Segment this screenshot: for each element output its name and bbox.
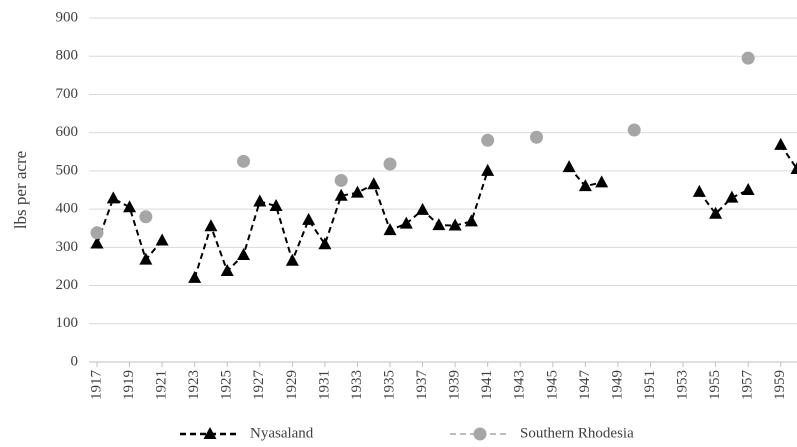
y-tick-label: 500: [56, 162, 79, 178]
y-tick-label: 600: [56, 124, 79, 140]
x-tick-label: 1955: [707, 370, 723, 400]
y-tick-label: 100: [56, 315, 79, 331]
marker: [383, 223, 397, 236]
marker: [269, 199, 283, 212]
marker: [432, 218, 446, 231]
y-tick-label: 0: [71, 353, 79, 369]
marker: [562, 160, 576, 173]
x-tick-label: 1931: [316, 370, 332, 400]
x-tick-label: 1951: [642, 370, 658, 400]
x-tick-label: 1945: [544, 370, 560, 400]
x-tick-label: 1959: [772, 370, 788, 400]
marker: [237, 247, 251, 260]
x-tick-label: 1943: [512, 370, 528, 400]
marker: [595, 175, 609, 188]
marker: [188, 270, 202, 283]
marker: [204, 219, 218, 232]
marker: [285, 253, 299, 266]
marker: [139, 210, 153, 224]
marker: [464, 214, 478, 227]
x-tick-label: 1917: [88, 370, 104, 401]
y-tick-label: 400: [56, 201, 79, 217]
marker: [334, 173, 348, 187]
y-axis-label: lbs per acre: [11, 151, 30, 229]
marker: [220, 264, 234, 277]
y-tick-label: 700: [56, 86, 79, 102]
marker: [302, 212, 316, 225]
marker: [203, 427, 217, 439]
marker: [741, 51, 755, 65]
x-tick-label: 1921: [154, 370, 170, 400]
x-tick-label: 1953: [674, 370, 690, 400]
marker: [139, 252, 153, 265]
marker: [237, 154, 251, 168]
marker: [90, 226, 104, 240]
marker: [106, 191, 120, 204]
marker: [741, 183, 755, 195]
marker: [90, 236, 104, 249]
x-tick-label: 1927: [251, 370, 267, 401]
x-tick-label: 1939: [447, 370, 463, 400]
x-tick-label: 1929: [284, 370, 300, 400]
y-tick-label: 200: [56, 277, 79, 293]
marker: [481, 133, 495, 147]
legend-label: Southern Rhodesia: [520, 425, 634, 441]
x-tick-label: 1947: [577, 370, 593, 401]
marker: [473, 427, 487, 441]
marker: [383, 157, 397, 171]
y-tick-label: 900: [56, 9, 79, 25]
marker: [578, 179, 592, 192]
marker: [692, 184, 706, 197]
marker: [481, 163, 495, 176]
marker: [350, 185, 364, 198]
marker: [123, 200, 137, 213]
marker: [790, 161, 797, 174]
marker: [367, 177, 381, 190]
x-tick-label: 1919: [121, 370, 137, 400]
marker: [530, 130, 544, 144]
marker: [253, 194, 267, 207]
x-tick-label: 1949: [609, 370, 625, 400]
y-tick-label: 300: [56, 239, 79, 255]
x-tick-label: 1923: [186, 370, 202, 400]
x-tick-label: 1933: [349, 370, 365, 400]
marker: [774, 137, 788, 150]
marker: [155, 233, 169, 246]
x-tick-label: 1957: [740, 370, 756, 401]
marker: [627, 123, 641, 137]
marker: [416, 202, 430, 215]
series-line: [96, 144, 797, 279]
marker: [318, 237, 332, 250]
marker: [399, 216, 413, 229]
x-tick-label: 1935: [381, 370, 397, 400]
legend-label: Nyasaland: [250, 425, 314, 441]
marker: [448, 218, 462, 231]
marker: [709, 206, 723, 219]
marker: [334, 188, 348, 201]
x-tick-label: 1937: [414, 370, 430, 401]
y-tick-label: 800: [56, 48, 79, 64]
x-tick-label: 1941: [479, 370, 495, 400]
marker: [725, 190, 739, 203]
x-tick-label: 1925: [219, 370, 235, 400]
